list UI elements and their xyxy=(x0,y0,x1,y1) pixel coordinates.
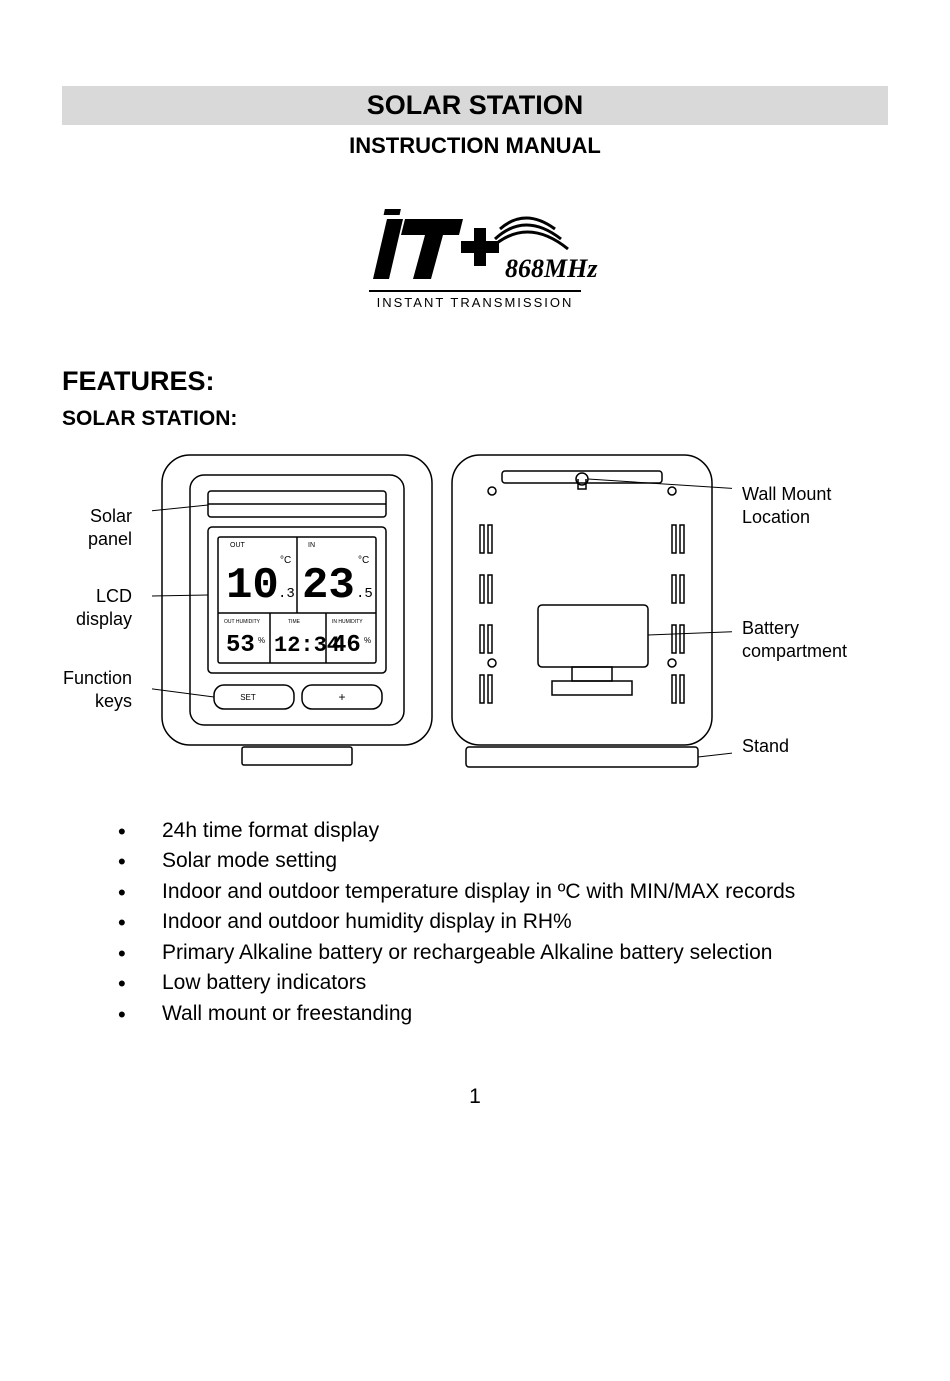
svg-text:TIME: TIME xyxy=(288,619,301,625)
page-number: 1 xyxy=(0,1085,950,1109)
lcd-out-label: OUT xyxy=(230,542,246,549)
logo-freq-text: 868MHz xyxy=(505,254,598,283)
lcd-out-hum: 53 xyxy=(226,632,255,659)
list-item: Wall mount or freestanding xyxy=(118,999,888,1029)
label-solar-panel: Solar panel xyxy=(88,505,132,550)
features-bullet-list: 24h time format display Solar mode setti… xyxy=(62,816,888,1029)
lcd-in-unit: °C xyxy=(358,555,369,566)
logo-block: 868MHz INSTANT TRANSMISSION xyxy=(62,199,888,324)
lcd-out-temp: 10 xyxy=(226,561,279,611)
svg-text:%: % xyxy=(258,636,265,645)
lcd-in-temp: 23 xyxy=(302,561,355,611)
label-lcd-display: LCD display xyxy=(76,585,132,630)
svg-text:%: % xyxy=(364,636,371,645)
label-battery: Battery compartment xyxy=(742,617,847,662)
logo-svg: 868MHz INSTANT TRANSMISSION xyxy=(345,199,605,319)
list-item: Solar mode setting xyxy=(118,846,888,876)
front-device-svg: OUT IN 10 .3 °C 23 .5 °C OUT HUMIDITY TI… xyxy=(152,445,442,775)
label-wall-mount: Wall Mount Location xyxy=(742,483,831,528)
list-item: 24h time format display xyxy=(118,816,888,846)
list-item: Indoor and outdoor humidity display in R… xyxy=(118,907,888,937)
diagram-row: Solar panel LCD display Function keys xyxy=(62,445,888,780)
svg-text:OUT HUMIDITY: OUT HUMIDITY xyxy=(224,619,261,625)
page-title: SOLAR STATION xyxy=(367,90,584,120)
label-stand: Stand xyxy=(742,735,789,758)
lcd-time: 12:34 xyxy=(274,633,340,658)
list-item: Primary Alkaline battery or rechargeable… xyxy=(118,938,888,968)
page-title-bar: SOLAR STATION xyxy=(62,86,888,125)
btn-plus-label: + xyxy=(338,690,345,704)
list-item: Indoor and outdoor temperature display i… xyxy=(118,877,888,907)
list-item: Low battery indicators xyxy=(118,968,888,998)
lcd-out-dec: .3 xyxy=(278,586,295,602)
lcd-in-label: IN xyxy=(308,542,315,549)
lcd-in-dec: .5 xyxy=(356,586,373,602)
front-diagram-cell: Solar panel LCD display Function keys xyxy=(62,445,442,780)
logo-tagline: INSTANT TRANSMISSION xyxy=(377,295,574,310)
back-diagram-cell: Wall Mount Location Battery compartment … xyxy=(442,445,882,780)
features-subheading: SOLAR STATION: xyxy=(62,407,888,431)
lcd-in-hum: 46 xyxy=(332,632,361,659)
features-heading: FEATURES: xyxy=(62,366,888,397)
lcd-out-unit: °C xyxy=(280,555,291,566)
btn-set-label: SET xyxy=(240,693,256,702)
back-device-svg xyxy=(442,445,732,775)
label-function-keys: Function keys xyxy=(63,667,132,712)
page-subtitle: INSTRUCTION MANUAL xyxy=(62,133,888,159)
svg-text:IN HUMIDITY: IN HUMIDITY xyxy=(332,619,363,625)
